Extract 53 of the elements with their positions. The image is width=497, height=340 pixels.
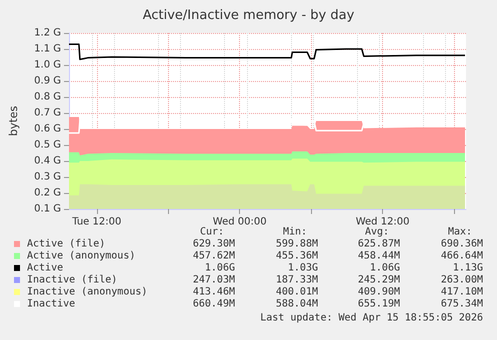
- text: 1.03G: [288, 262, 318, 274]
- y-tick-label: 0.1 G: [34, 204, 61, 214]
- y-axis-title: bytes: [7, 106, 20, 136]
- text: 660.49M: [192, 298, 235, 310]
- x-tick-label: Tue 12:00: [71, 216, 122, 228]
- text: 187.33M: [276, 274, 318, 286]
- text: 458.44M: [358, 250, 400, 262]
- text: 457.62M: [192, 250, 235, 262]
- y-tick-label: 0.3 G: [34, 172, 61, 182]
- text: Min:: [283, 226, 308, 238]
- text: 400.01M: [276, 286, 318, 298]
- text: 263.00M: [440, 274, 483, 286]
- text: Last update: Wed Apr 15 18:55:05 2026: [260, 312, 483, 324]
- y-tick-label: 1.1 G: [34, 44, 61, 54]
- text: 655.19M: [358, 298, 400, 310]
- text: 599.88M: [276, 238, 318, 250]
- legend-label: Inactive (anonymous): [27, 286, 148, 298]
- text: 1.06G: [204, 262, 235, 274]
- y-tick-label: 0.9 G: [34, 76, 61, 86]
- legend-label: Active (file): [27, 238, 106, 250]
- y-tick-label: 0.2 G: [34, 188, 61, 198]
- y-tick-label: 0.4 G: [34, 156, 61, 166]
- x-tick-label: Wed 00:00: [212, 216, 267, 228]
- text: 409.90M: [358, 286, 400, 298]
- y-tick-label: 1.0 G: [34, 60, 61, 70]
- text: Cur:: [200, 226, 224, 238]
- text: 1.13G: [452, 262, 483, 274]
- text: 588.04M: [276, 298, 318, 310]
- text: 247.03M: [192, 274, 235, 286]
- text: Max:: [448, 226, 472, 238]
- y-tick-label: 0.5 G: [34, 140, 61, 150]
- y-tick-label: 0.7 G: [34, 108, 61, 118]
- text: 629.30M: [192, 238, 235, 250]
- text: 690.36M: [440, 238, 483, 250]
- text: 413.46M: [192, 286, 235, 298]
- text: 455.36M: [276, 250, 318, 262]
- y-tick-label: 0.8 G: [34, 92, 61, 102]
- text: Avg:: [365, 226, 390, 238]
- chart-title: Active/Inactive memory - by day: [142, 8, 355, 23]
- text: 1.06G: [370, 262, 400, 274]
- legend-label: Inactive (file): [27, 274, 118, 286]
- text: 245.29M: [358, 274, 400, 286]
- text: 625.87M: [358, 238, 400, 250]
- y-tick-label: 0.6 G: [34, 124, 61, 134]
- text: 466.64M: [440, 250, 483, 262]
- y-tick-label: 1.2 G: [34, 28, 61, 38]
- x-tick-label: Wed 12:00: [356, 216, 410, 228]
- legend-label: Inactive: [27, 298, 76, 310]
- legend-label: Active (anonymous): [27, 250, 136, 262]
- line-series: [68, 43, 466, 60]
- text: 675.34M: [440, 298, 483, 310]
- legend-label: Active: [27, 262, 64, 274]
- text: 417.10M: [440, 286, 483, 298]
